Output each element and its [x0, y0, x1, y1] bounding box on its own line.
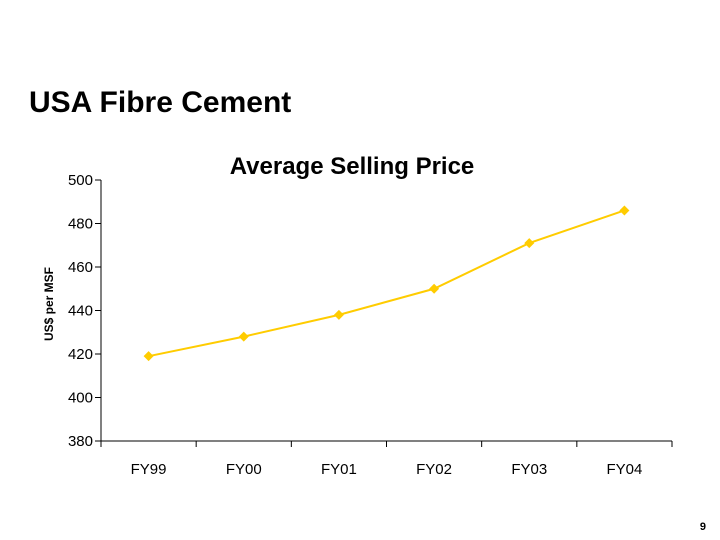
data-point	[429, 283, 440, 294]
y-tick-label: 500	[68, 172, 93, 189]
x-tick-label: FY02	[416, 461, 452, 478]
y-tick-label: 420	[68, 346, 93, 363]
x-tick-label: FY99	[131, 461, 167, 478]
y-tick-label: 460	[68, 259, 93, 276]
y-axis-ticks: 380 400 420 440 460 480 500	[68, 172, 101, 450]
x-tick-label: FY01	[321, 461, 357, 478]
data-point	[333, 309, 344, 320]
x-tick-label: FY00	[226, 461, 262, 478]
y-tick-label: 380	[68, 433, 93, 450]
series-line	[148, 209, 625, 358]
x-tick-label: FY04	[606, 461, 642, 478]
data-point	[238, 331, 249, 342]
y-tick-label: 400	[68, 390, 93, 407]
data-point	[143, 351, 154, 362]
chart-title: Average Selling Price	[230, 153, 475, 180]
y-tick-label: 440	[68, 303, 93, 320]
y-axis-title: US$ per MSF	[42, 267, 56, 341]
series	[143, 205, 630, 362]
slide-title: USA Fibre Cement	[29, 86, 292, 119]
page-number: 9	[699, 521, 706, 533]
axes	[100, 180, 672, 442]
data-point	[524, 238, 535, 249]
data-point	[619, 205, 630, 216]
x-axis-ticks: FY99 FY00 FY01 FY02 FY03 FY04	[100, 441, 673, 478]
x-tick-label: FY03	[511, 461, 547, 478]
y-tick-label: 480	[68, 216, 93, 233]
